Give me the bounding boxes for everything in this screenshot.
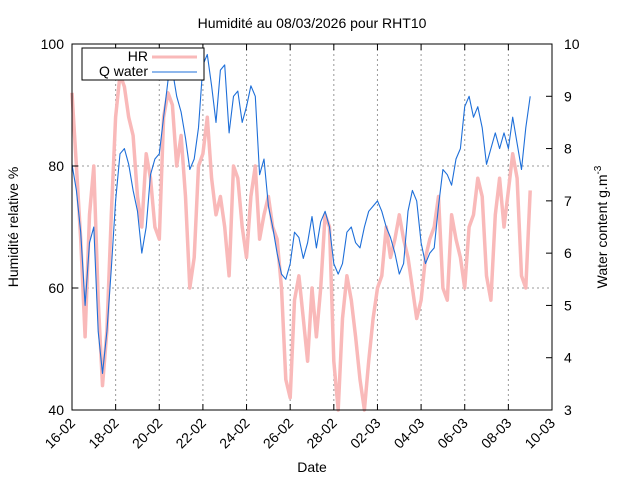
x-tick-label: 24-02 xyxy=(216,415,253,452)
legend-box xyxy=(81,47,205,81)
y2-tick-label: 5 xyxy=(564,297,572,313)
series-line-hr xyxy=(70,72,532,412)
x-tick-label: 26-02 xyxy=(260,415,297,452)
y2-tick-label: 3 xyxy=(564,402,572,418)
y2-tick-label: 7 xyxy=(564,193,572,209)
y2-tick-label: 8 xyxy=(564,141,572,157)
series-layer xyxy=(70,53,532,412)
legend-label-q-water: Q water xyxy=(99,63,148,79)
x-tick-label: 04-03 xyxy=(391,415,428,452)
x-tick-label: 02-03 xyxy=(347,415,384,452)
x-tick-label: 10-03 xyxy=(521,415,558,452)
x-tick-label: 08-03 xyxy=(478,415,515,452)
y-tick-label: 100 xyxy=(41,36,65,52)
grid-lines xyxy=(72,44,552,410)
chart-title: Humidité au 08/03/2026 pour RHT10 xyxy=(198,15,427,31)
x-tick-label: 16-02 xyxy=(41,415,78,452)
y-tick-label: 40 xyxy=(48,402,64,418)
legend: HR Q water xyxy=(81,47,205,81)
x-axis-label: Date xyxy=(297,459,327,475)
x-tick-label: 18-02 xyxy=(85,415,122,452)
legend-label-hr: HR xyxy=(128,48,148,64)
x-tick-label: 20-02 xyxy=(129,415,166,452)
y2-tick-label: 9 xyxy=(564,88,572,104)
x-tick-label: 22-02 xyxy=(172,415,209,452)
y-tick-label: 80 xyxy=(48,158,64,174)
y2-tick-label: 10 xyxy=(564,36,580,52)
y-axis-label: Humidité relative % xyxy=(5,167,21,288)
y-tick-label: 60 xyxy=(48,280,64,296)
y2-axis-label-sup: -3 xyxy=(593,165,604,174)
x-tick-label: 06-03 xyxy=(434,415,471,452)
series-line-q-water xyxy=(71,53,531,374)
y2-tick-label: 6 xyxy=(564,245,572,261)
x-tick-label: 28-02 xyxy=(303,415,340,452)
y2-axis-label: Water content g.m-3 xyxy=(593,165,610,288)
y2-axis-label-text: Water content g.m xyxy=(594,175,610,289)
plot-frame xyxy=(71,43,553,411)
y2-tick-label: 4 xyxy=(564,350,572,366)
axis-ticks: 16-02 18-02 20-02 22-02 24-02 26-02 28-02 02-03… xyxy=(41,36,580,451)
